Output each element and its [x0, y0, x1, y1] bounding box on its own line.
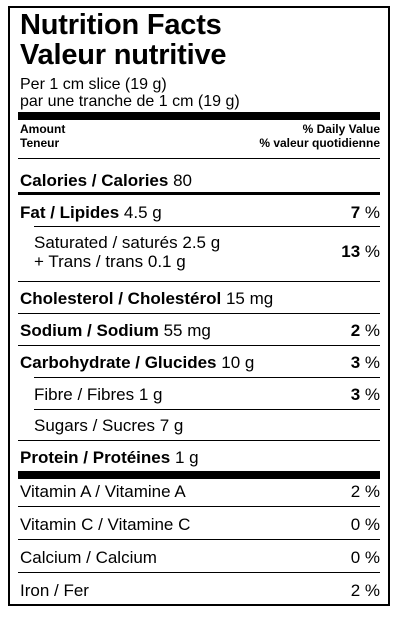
vitamin-a-label: Vitamin A / Vitamine A — [20, 482, 186, 501]
vitamin-c-dv: 0 % — [350, 515, 380, 534]
serving-size-en: Per 1 cm slice (19 g) — [20, 76, 167, 93]
sodium-amount: 55 mg — [163, 321, 211, 340]
amount-header-en: Amount — [20, 122, 66, 136]
sugars-row: Sugars / Sucres 7 g — [34, 416, 183, 436]
dv-header-en: % Daily Value — [302, 122, 380, 136]
sugars-label: Sugars / Sucres — [34, 416, 155, 435]
protein-amount: 1 g — [174, 448, 199, 467]
fibre-row: Fibre / Fibres 1 g — [34, 385, 163, 405]
sodium-label: Sodium / Sodium — [20, 321, 159, 340]
title-fr: Valeur nutritive — [20, 39, 227, 71]
calcium-label: Calcium / Calcium — [20, 548, 157, 567]
amount-header-fr: Teneur — [20, 136, 60, 150]
trans-label: + Trans / trans — [34, 252, 144, 271]
fat-dv-percent: % — [360, 203, 380, 222]
divider-thick — [18, 471, 380, 479]
divider — [18, 313, 380, 314]
sodium-dv-percent: % — [360, 321, 380, 340]
fat-amount: 4.5 g — [123, 203, 162, 222]
divider — [18, 440, 380, 441]
fibre-label: Fibre / Fibres — [34, 385, 135, 404]
trans-amount: 0.1 g — [147, 252, 186, 271]
cholesterol-label: Cholesterol / Cholestérol — [20, 289, 222, 308]
carbohydrate-dv: 3 % — [351, 353, 380, 373]
serving-size-fr: par une tranche de 1 cm (19 g) — [20, 93, 240, 110]
dv-header-fr: % valeur quotidienne — [259, 136, 380, 150]
divider-medium — [18, 192, 380, 195]
cholesterol-amount: 15 mg — [225, 289, 274, 308]
iron-dv: 2 % — [350, 581, 380, 600]
divider — [18, 158, 380, 159]
calories-value: 80 — [173, 171, 192, 190]
sodium-dv: 2 % — [351, 321, 380, 341]
fibre-dv-number: 3 — [350, 385, 361, 404]
fibre-amount: 1 g — [138, 385, 163, 404]
fat-label: Fat / Lipides — [20, 203, 120, 222]
nutrition-facts-label: Nutrition Facts Valeur nutritive Per 1 c… — [8, 6, 390, 606]
fat-dv-number: 7 — [350, 203, 361, 222]
sugars-amount: 7 g — [159, 416, 184, 435]
vitamin-c-label: Vitamin C / Vitamine C — [20, 515, 191, 534]
divider — [18, 506, 380, 507]
saturated-dv-number: 13 — [341, 242, 361, 261]
calories-label: Calories / Calories — [20, 171, 169, 190]
cholesterol-row: Cholesterol / Cholestérol 15 mg — [20, 289, 273, 309]
iron-label: Iron / Fer — [20, 581, 89, 600]
carbohydrate-dv-percent: % — [360, 353, 380, 372]
fat-row: Fat / Lipides 4.5 g — [20, 203, 162, 223]
vitamin-a-dv: 2 % — [350, 482, 380, 501]
carbohydrate-dv-number: 3 — [350, 353, 361, 372]
fibre-dv: 3 % — [351, 385, 380, 405]
divider — [18, 572, 380, 573]
divider — [34, 377, 380, 378]
carbohydrate-label: Carbohydrate / Glucides — [20, 353, 217, 372]
divider — [18, 345, 380, 346]
sodium-dv-number: 2 — [350, 321, 361, 340]
trans-row: + Trans / trans 0.1 g — [34, 252, 186, 272]
protein-row: Protein / Protéines 1 g — [20, 448, 199, 468]
divider — [18, 281, 380, 282]
saturated-row: Saturated / saturés 2.5 g — [34, 233, 220, 253]
fibre-dv-percent: % — [360, 385, 380, 404]
fat-dv: 7 % — [351, 203, 380, 223]
divider — [18, 539, 380, 540]
title-en: Nutrition Facts — [20, 9, 222, 41]
carbohydrate-amount: 10 g — [221, 353, 255, 372]
protein-label: Protein / Protéines — [20, 448, 171, 467]
divider-thick — [18, 112, 380, 120]
saturated-label: Saturated / saturés — [34, 233, 178, 252]
divider — [34, 409, 380, 410]
calories-row: Calories / Calories 80 — [20, 171, 192, 191]
divider — [34, 226, 380, 227]
saturated-amount: 2.5 g — [182, 233, 221, 252]
carbohydrate-row: Carbohydrate / Glucides 10 g — [20, 353, 254, 373]
saturated-trans-dv: 13 % — [341, 242, 380, 262]
calcium-dv: 0 % — [350, 548, 380, 567]
sodium-row: Sodium / Sodium 55 mg — [20, 321, 211, 341]
saturated-dv-percent: % — [360, 242, 380, 261]
